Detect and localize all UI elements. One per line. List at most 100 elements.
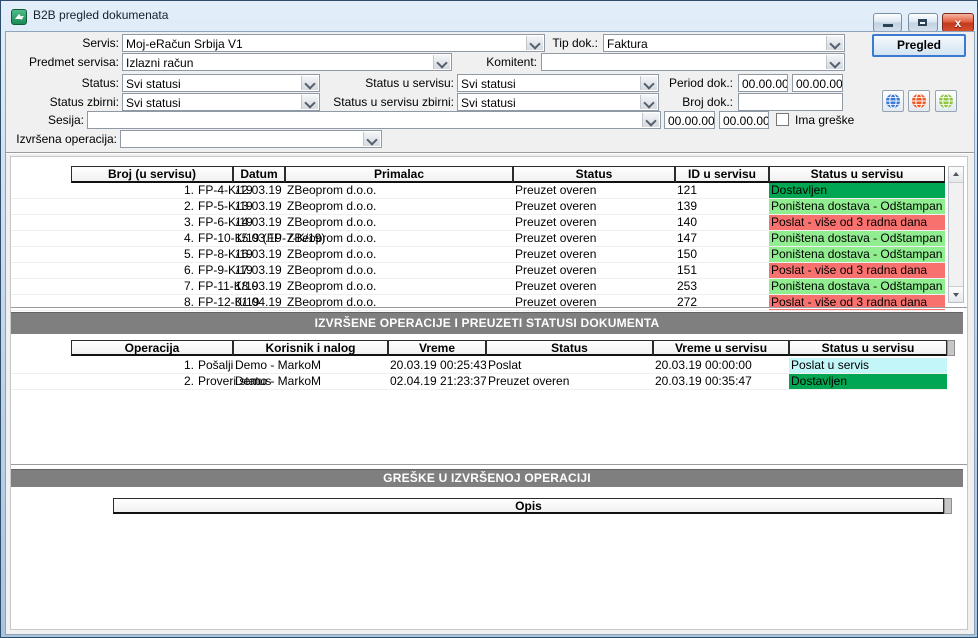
chevron-down-icon[interactable] xyxy=(826,36,843,50)
period-dok-label: Period dok.: xyxy=(668,76,733,90)
cell-vreme: 02.04.19 21:23:37 xyxy=(390,374,486,388)
table-row[interactable]: 1. Pošalji Demo - MarkoM 20.03.19 00:25:… xyxy=(11,358,947,374)
cell-primalac: ZBeoprom d.o.o. xyxy=(287,199,377,213)
cell-primalac: ZBeoprom d.o.o. xyxy=(287,231,377,245)
table-row[interactable]: 1. FP-4-K/19 12.03.19 ZBeoprom d.o.o. Pr… xyxy=(11,183,945,199)
chevron-down-icon[interactable] xyxy=(826,55,843,69)
table-row[interactable]: 8. FP-12-K/19 01.04.19 ZBeoprom d.o.o. P… xyxy=(11,295,945,311)
operations-rows: 1. Pošalji Demo - MarkoM 20.03.19 00:25:… xyxy=(11,358,947,390)
errors-section-title: GREŠKE U IZVRŠENOJ OPERACIJI xyxy=(11,469,963,487)
sesija-date-from-field[interactable]: 00.00.00 xyxy=(664,111,715,129)
table-row[interactable]: 2. FP-5-K/19 13.03.19 ZBeoprom d.o.o. Pr… xyxy=(11,199,945,215)
col-broj-u-servisu[interactable]: Broj (u servisu) xyxy=(71,166,233,183)
col-vreme[interactable]: Vreme xyxy=(388,340,486,356)
section-divider xyxy=(11,464,967,466)
col-op-status[interactable]: Status xyxy=(486,340,653,356)
cell-status-u-servisu status-badge: Dostavljen xyxy=(789,374,947,389)
pregled-button[interactable]: Pregled xyxy=(872,34,966,57)
status-u-servisu-zbirni-combo[interactable]: Svi statusi xyxy=(457,93,659,111)
cell-id-u-servisu: 147 xyxy=(677,231,698,245)
cell-vreme-u-servisu: 20.03.19 00:00:00 xyxy=(655,358,752,372)
ima-greske-label: Ima greške xyxy=(795,113,855,127)
broj-dok-field[interactable] xyxy=(738,93,843,111)
cell-id-u-servisu: 121 xyxy=(677,183,698,197)
window-title: B2B pregled dokumenata xyxy=(33,8,169,22)
client-area: Servis: Moj-eRačun Srbija V1 Tip dok.: F… xyxy=(5,31,975,635)
documents-scrollbar[interactable] xyxy=(948,166,964,303)
maximize-icon xyxy=(918,18,927,26)
table-row[interactable]: 3. FP-6-K/19 14.03.19 ZBeoprom d.o.o. Pr… xyxy=(11,215,945,231)
chevron-down-icon[interactable] xyxy=(642,113,659,127)
servis-combo[interactable]: Moj-eRačun Srbija V1 xyxy=(122,34,545,52)
col-operacija[interactable]: Operacija xyxy=(71,340,233,356)
cell-status-u-servisu status-badge: Poništena dostava - Odštampan xyxy=(769,279,945,294)
cell-status: Poslat xyxy=(488,358,522,372)
cell-datum: 14.03.19 xyxy=(235,215,282,229)
col-op-status-u-servisu[interactable]: Status u servisu xyxy=(789,340,947,356)
titlebar: B2B pregled dokumenata x xyxy=(1,1,977,32)
col-primalac[interactable]: Primalac xyxy=(285,166,513,183)
chevron-down-icon[interactable] xyxy=(301,95,318,109)
globe-orange-button[interactable] xyxy=(908,90,930,112)
row-number: 7. xyxy=(183,279,194,293)
period-from-field[interactable]: 00.00.00 xyxy=(738,74,788,92)
cell-status: Preuzet overen xyxy=(515,295,597,309)
predmet-servisa-combo[interactable]: Izlazni račun xyxy=(122,53,452,71)
col-korisnik-i-nalog[interactable]: Korisnik i nalog xyxy=(233,340,388,356)
cell-status-u-servisu status-badge: Poslat - više od 3 radna dana xyxy=(769,263,945,278)
cell-broj: FP-6-K/19 xyxy=(198,215,253,229)
komitent-combo[interactable] xyxy=(541,53,845,71)
chevron-down-icon[interactable] xyxy=(640,95,657,109)
chevron-down-icon[interactable] xyxy=(363,132,380,146)
row-number: 2. xyxy=(183,374,194,388)
minimize-button[interactable] xyxy=(873,13,902,32)
scroll-up-button[interactable] xyxy=(949,167,963,183)
maximize-button[interactable] xyxy=(908,13,938,32)
chevron-down-icon[interactable] xyxy=(433,55,450,69)
col-id-u-servisu[interactable]: ID u servisu xyxy=(675,166,769,183)
globe-green-icon xyxy=(939,93,953,109)
col-status[interactable]: Status xyxy=(513,166,675,183)
cell-status-u-servisu status-badge: Poslat - više od 3 radna dana xyxy=(769,215,945,230)
cell-datum: 12.03.19 xyxy=(235,183,282,197)
tip-dok-combo[interactable]: Faktura xyxy=(603,34,845,52)
col-opis[interactable]: Opis xyxy=(113,498,944,514)
ima-greske-checkbox[interactable] xyxy=(776,113,789,126)
cell-status-u-servisu status-badge: Poslat - više od 3 radna dana xyxy=(769,295,945,310)
servis-value: Moj-eRačun Srbija V1 xyxy=(126,37,243,51)
period-to-field[interactable]: 00.00.00 xyxy=(792,74,843,92)
table-row[interactable]: 7. FP-11-K/19 18.03.19 ZBeoprom d.o.o. P… xyxy=(11,279,945,295)
chevron-down-icon[interactable] xyxy=(526,36,543,50)
chevron-down-icon[interactable] xyxy=(301,76,318,90)
row-number: 3. xyxy=(183,215,194,229)
col-vreme-u-servisu[interactable]: Vreme u servisu xyxy=(653,340,789,356)
sesija-combo[interactable] xyxy=(87,111,661,129)
col-status-u-servisu[interactable]: Status u servisu xyxy=(769,166,945,183)
izvrsena-operacija-combo[interactable] xyxy=(120,130,382,148)
status-zbirni-label: Status zbirni: xyxy=(49,95,119,109)
status-u-servisu-combo[interactable]: Svi statusi xyxy=(457,74,659,92)
status-zbirni-combo[interactable]: Svi statusi xyxy=(122,93,320,111)
cell-status: Preuzet overen xyxy=(515,263,597,277)
col-datum[interactable]: Datum xyxy=(233,166,285,183)
status-value: Svi statusi xyxy=(126,77,181,91)
cell-primalac: ZBeoprom d.o.o. xyxy=(287,247,377,261)
globe-blue-button[interactable] xyxy=(882,90,904,112)
table-row[interactable]: 5. FP-8-K/19 16.03.19 ZBeoprom d.o.o. Pr… xyxy=(11,247,945,263)
chevron-down-icon[interactable] xyxy=(640,76,657,90)
close-button[interactable]: x xyxy=(942,13,974,32)
table-row[interactable]: 2. Proveri status Demo - MarkoM 02.04.19… xyxy=(11,374,947,390)
predmet-servisa-label: Predmet servisa: xyxy=(28,55,119,69)
row-number: 8. xyxy=(183,295,194,309)
cell-status: Preuzet overen xyxy=(515,247,597,261)
table-row[interactable]: 6. FP-9-K/19 17.03.19 ZBeoprom d.o.o. Pr… xyxy=(11,263,945,279)
sesija-date-to-field[interactable]: 00.00.00 xyxy=(719,111,769,129)
tip-dok-label: Tip dok.: xyxy=(552,36,598,50)
cell-broj: FP-5-K/19 xyxy=(198,199,253,213)
table-row[interactable]: 4. FP-10-K/19 (FP-7-K/19) 15.03.19 ZBeop… xyxy=(11,231,945,247)
cell-operacija: Pošalji xyxy=(198,358,234,372)
globe-green-button[interactable] xyxy=(935,90,957,112)
scroll-down-button[interactable] xyxy=(949,286,963,302)
status-combo[interactable]: Svi statusi xyxy=(122,74,320,92)
cell-datum: 13.03.19 xyxy=(235,199,282,213)
